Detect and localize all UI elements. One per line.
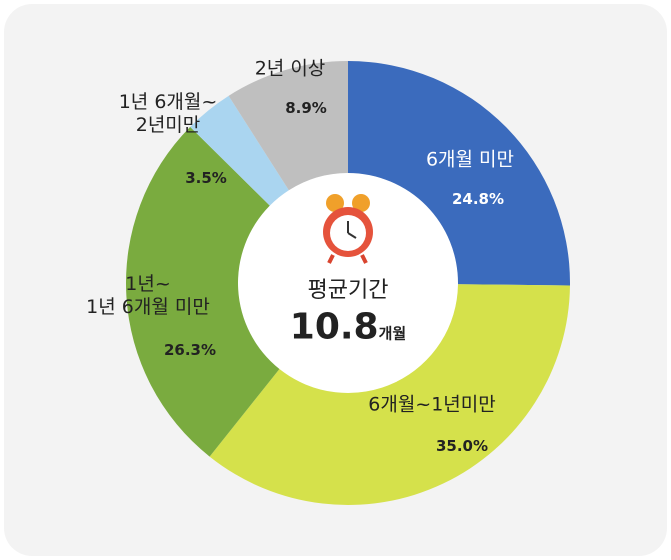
value-unit: % — [472, 437, 489, 455]
value-unit: % — [211, 169, 227, 187]
slice-label: 6개월~1년미만 — [368, 393, 496, 416]
value-number: 26.3 — [163, 341, 201, 359]
value-number: 24.8 — [451, 190, 489, 208]
alarm-clock-icon — [323, 194, 373, 264]
value-unit: % — [488, 190, 505, 208]
center-unit: 개월 — [378, 324, 407, 343]
value-number: 35.0 — [435, 437, 473, 455]
slice-value: 26.3% — [164, 325, 216, 363]
center-value: 10.8개월 — [290, 307, 406, 348]
slice-label: 6개월 미만 — [425, 148, 515, 171]
donut-slice — [348, 61, 570, 286]
slice-value: 24.8% — [452, 174, 504, 212]
value-number: 3.5 — [185, 169, 212, 187]
center-label: 평균기간 — [307, 278, 389, 303]
slice-value: 35.0% — [436, 421, 488, 459]
slice-label: 1년 6개월~ 2년미만 — [118, 91, 218, 136]
slice-label: 1년~ 1년 6개월 미만 — [86, 273, 210, 318]
value-unit: % — [311, 99, 327, 117]
donut-slice — [209, 284, 570, 506]
value-unit: % — [200, 341, 217, 359]
slice-label: 2년 이상 — [254, 57, 326, 80]
donut-hole — [238, 173, 458, 393]
donut-slice — [228, 61, 348, 191]
donut-slice — [125, 126, 280, 457]
donut-slice — [190, 95, 289, 206]
center-number: 10.8 — [289, 306, 379, 348]
slice-value: 8.9% — [285, 83, 327, 121]
slice-value: 3.5% — [185, 153, 227, 191]
value-number: 8.9 — [285, 99, 312, 117]
